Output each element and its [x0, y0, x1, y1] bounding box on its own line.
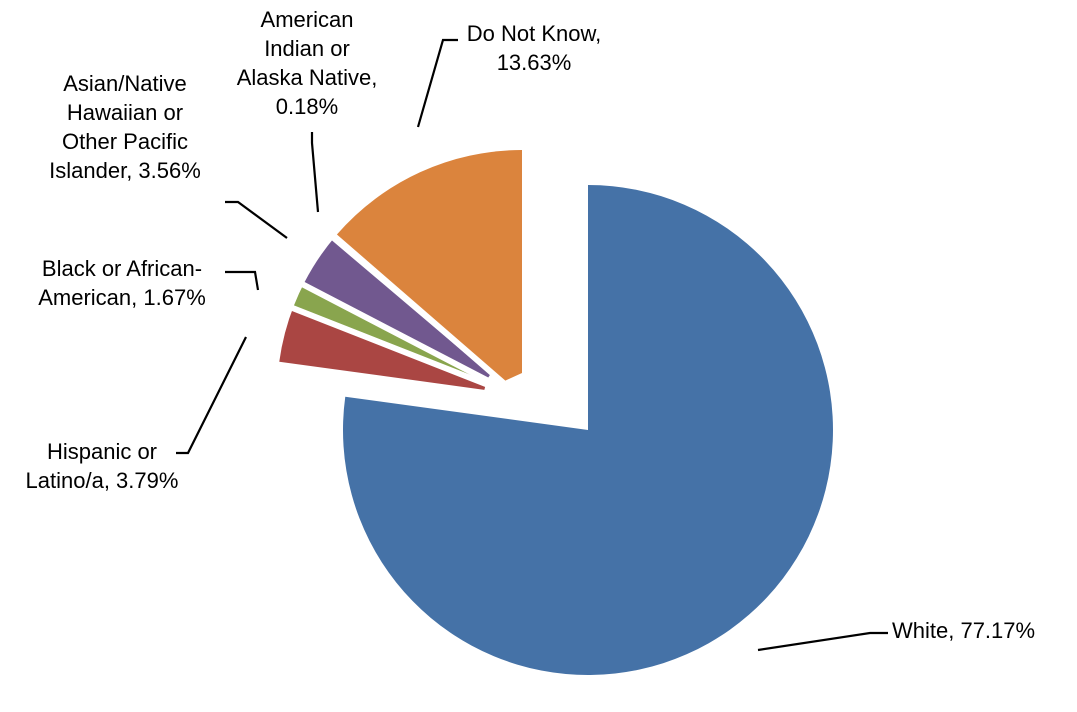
leader-line-2 — [176, 336, 247, 455]
slice-label-4: Asian/Native Hawaiian or Other Pacific Isla… — [49, 71, 201, 183]
slice-label-5: American Indian or Alaska Native, 0.18% — [237, 7, 378, 119]
slice-label-2: Hispanic or Latino/a, 3.79% — [26, 439, 179, 493]
leader-line-5 — [310, 132, 320, 213]
leader-line-6 — [416, 38, 458, 128]
leader-line-1 — [757, 631, 888, 652]
slice-labels: White, 77.17% Hispanic or Latino/a, 3.79% B… — [26, 7, 1036, 643]
leader-line-4 — [225, 200, 288, 239]
leader-lines — [176, 38, 888, 652]
slice-label-6: Do Not Know, 13.63% — [467, 21, 602, 75]
leader-line-3 — [225, 270, 260, 291]
slice-label-1: White, 77.17% — [892, 618, 1035, 643]
pie-slices — [271, 143, 833, 675]
pie-slice-6 — [328, 143, 528, 388]
pie-slice-1 — [342, 185, 833, 675]
slice-label-3: Black or African-American, 1.67% — [38, 256, 206, 310]
